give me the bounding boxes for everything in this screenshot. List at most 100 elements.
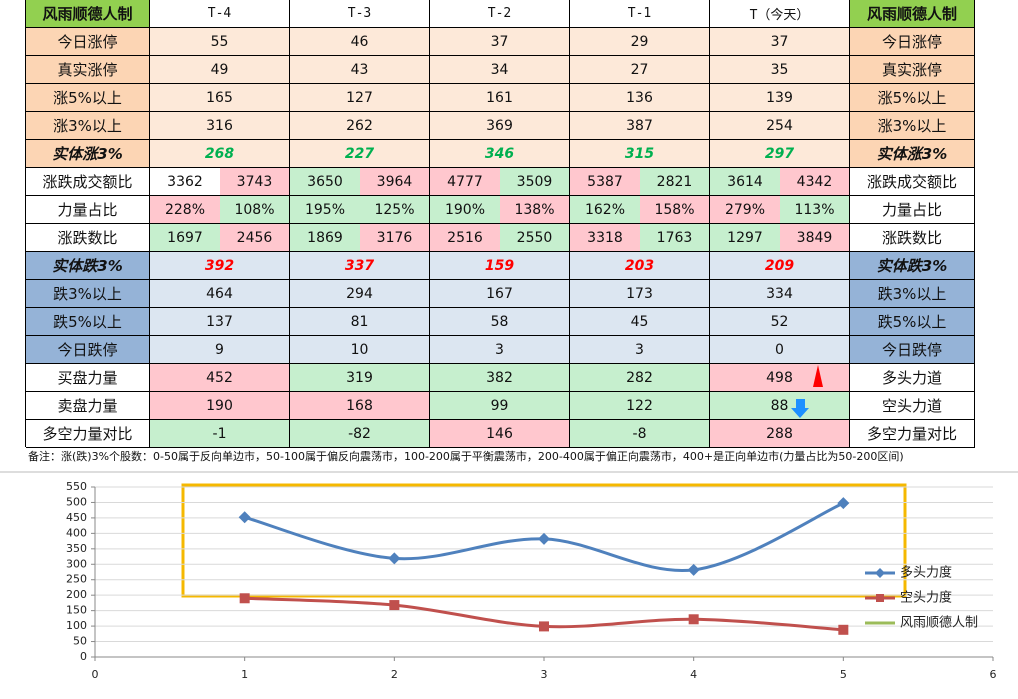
value-cell: 498 [710,364,850,392]
row-label-right: 今日涨停 [850,28,975,56]
value-cell: 2456 [220,224,290,252]
row-label: 涨5%以上 [26,84,150,112]
value-cell: 392 [150,252,290,280]
value-cell: 3318 [570,224,640,252]
value-cell: 3650 [290,168,360,196]
value-cell: 49 [150,56,290,84]
y-tick-label: 500 [66,495,87,508]
header-cell: 风雨顺德人制 [850,0,975,28]
up-arrow [813,365,823,387]
value-cell: 387 [570,112,710,140]
value-cell: 5387 [570,168,640,196]
value-cell: 254 [710,112,850,140]
value-cell: 452 [150,364,290,392]
x-tick-label: 3 [541,668,548,681]
value-cell: 288 [710,420,850,448]
value-cell: 2821 [640,168,710,196]
header-cell: T-3 [290,0,430,28]
value-cell: 165 [150,84,290,112]
row-label: 买盘力量 [26,364,150,392]
value-cell: 37 [710,28,850,56]
value-cell: 45 [570,308,710,336]
y-tick-label: 550 [66,480,87,493]
value-cell: 316 [150,112,290,140]
value-cell: 464 [150,280,290,308]
value-cell: 58 [430,308,570,336]
value-cell: 37 [430,28,570,56]
value-cell: 125% [360,196,430,224]
value-cell: 334 [710,280,850,308]
y-tick-label: 250 [66,573,87,586]
note: 备注：涨(跌)3%个股数：0-50属于反向单边市，50-100属于偏反向震荡市，… [28,450,904,463]
value-cell: 203 [570,252,710,280]
row-label: 实体跌3% [26,252,150,280]
value-cell: 1697 [150,224,220,252]
value-cell: 3 [570,336,710,364]
value-cell: 138% [500,196,570,224]
value-cell: 159 [430,252,570,280]
row-label: 实体涨3% [26,140,150,168]
row-label-right: 涨5%以上 [850,84,975,112]
row-label-right: 空头力道 [850,392,975,420]
value-cell: 113% [780,196,850,224]
x-tick-label: 5 [840,668,847,681]
value-cell: 315 [570,140,710,168]
value-cell: 52 [710,308,850,336]
y-tick-label: 350 [66,542,87,555]
value-cell: 4342 [780,168,850,196]
value-cell: 227 [290,140,430,168]
value-cell: 9 [150,336,290,364]
row-label-right: 涨跌成交额比 [850,168,975,196]
legend-label: 风雨顺德人制 [900,616,978,631]
value-cell: -1 [150,420,290,448]
legend-label: 空头力度 [900,590,952,606]
value-cell: 139 [710,84,850,112]
row-label-right: 真实涨停 [850,56,975,84]
value-cell: 346 [430,140,570,168]
value-cell: 282 [570,364,710,392]
value-cell: 382 [430,364,570,392]
value-cell: 127 [290,84,430,112]
marker [837,497,850,510]
header-cell: T-2 [430,0,570,28]
row-label: 跌5%以上 [26,308,150,336]
marker [238,511,251,524]
value-cell: 158% [640,196,710,224]
value-cell: 228% [150,196,220,224]
marker [838,624,849,635]
marker [539,621,549,632]
value-cell: 2516 [430,224,500,252]
value-cell: 167 [430,280,570,308]
value-cell: 3964 [360,168,430,196]
value-cell: 3614 [710,168,780,196]
x-tick-label: 4 [690,668,697,681]
row-label-right: 多空力量对比 [850,420,975,448]
y-tick-label: 50 [73,635,87,648]
value-cell: 3362 [150,168,220,196]
row-label: 卖盘力量 [26,392,150,420]
y-tick-label: 200 [66,588,87,601]
marker [388,552,401,565]
header-cell: T-4 [150,0,290,28]
row-label: 多空力量对比 [26,420,150,448]
value-cell: 81 [290,308,430,336]
value-cell: 29 [570,28,710,56]
y-tick-label: 100 [66,619,87,632]
header-cell: T（今天） [710,0,850,28]
value-cell: 1869 [290,224,360,252]
value-cell: 4777 [430,168,500,196]
row-label: 涨跌数比 [26,224,150,252]
value-cell: 173 [570,280,710,308]
value-cell: 137 [150,308,290,336]
value-cell: 369 [430,112,570,140]
value-cell: 0 [710,336,850,364]
value-cell: 162% [570,196,640,224]
row-label: 真实涨停 [26,56,150,84]
value-cell: 190% [430,196,500,224]
marker [538,532,550,545]
value-cell: 2550 [500,224,570,252]
value-cell: 1297 [710,224,780,252]
value-cell: 1763 [640,224,710,252]
row-label-right: 今日跌停 [850,336,975,364]
